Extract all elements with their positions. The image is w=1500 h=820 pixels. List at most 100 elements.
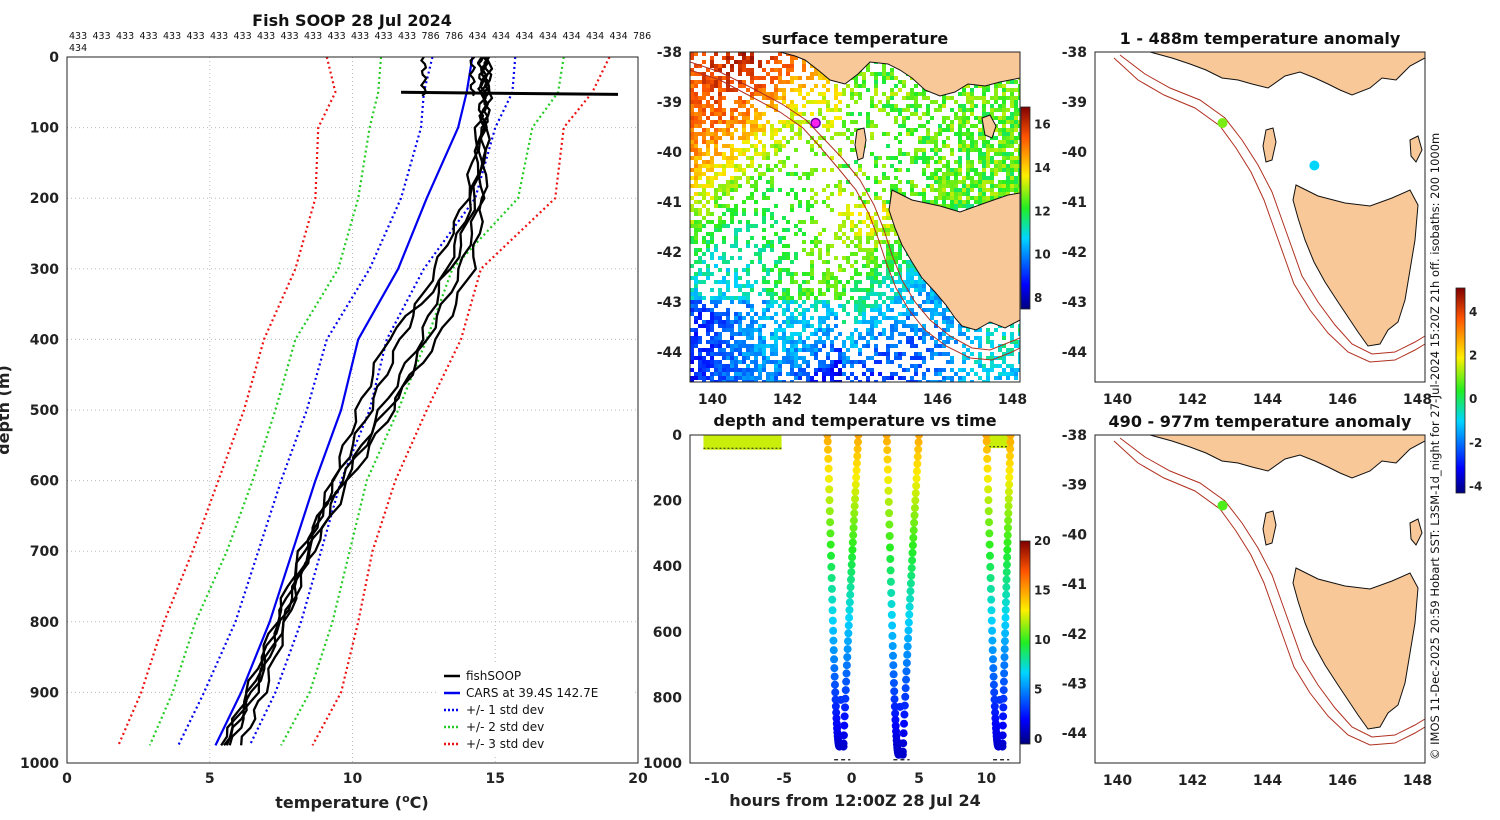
sst-pixel [754, 244, 758, 248]
sst-pixel [722, 240, 726, 244]
sst-pixel [946, 184, 950, 188]
sst-pixel [782, 92, 786, 96]
sst-pixel [698, 336, 702, 340]
dive-1-point [903, 650, 912, 659]
sst-pixel [718, 196, 722, 200]
sst-pixel [898, 276, 902, 280]
sst-pixel [782, 64, 786, 68]
sst-pixel [690, 80, 694, 84]
sst-pixel [894, 156, 898, 160]
sst-pixel [822, 328, 826, 332]
sst-pixel [774, 380, 778, 382]
sst-pixel [718, 96, 722, 100]
sst-pixel [706, 152, 710, 156]
sst-pixel [726, 76, 730, 80]
sst-pixel [1018, 96, 1020, 100]
sst-pixel [766, 188, 770, 192]
sst-pixel [1018, 92, 1020, 96]
sst-pixel [966, 356, 970, 360]
sst-pixel [718, 64, 722, 68]
sst-pixel [774, 76, 778, 80]
sst-pixel [754, 224, 758, 228]
sst-pixel [958, 188, 962, 192]
dive-1-point [904, 618, 913, 627]
sst-pixel [738, 168, 742, 172]
sst-pixel [962, 332, 966, 336]
sst-pixel [958, 180, 962, 184]
sst-pixel [838, 268, 842, 272]
sst-pixel [1006, 132, 1010, 136]
time-xtick-0: -10 [704, 771, 730, 787]
sst-pixel [946, 136, 950, 140]
sst-pixel [790, 356, 794, 360]
sst-pixel [878, 100, 882, 104]
sst-pixel [970, 136, 974, 140]
sst-pixel [770, 136, 774, 140]
sst-pixel [726, 364, 730, 368]
sst-pixel [762, 128, 766, 132]
sst-pixel [734, 156, 738, 160]
sst-pixel [814, 328, 818, 332]
sst-pixel [750, 160, 754, 164]
sst-pixel [1002, 360, 1006, 364]
sst-pixel [1002, 184, 1006, 188]
sst-pixel [1002, 84, 1006, 88]
sst-pixel [894, 168, 898, 172]
sst-pixel [706, 116, 710, 120]
sst-pixel [710, 180, 714, 184]
sst-pixel [994, 108, 998, 112]
sst-pixel [782, 360, 786, 364]
sst-pixel [750, 304, 754, 308]
sst-pixel [694, 152, 698, 156]
sst-pixel [914, 344, 918, 348]
sst-pixel [794, 376, 798, 380]
sst-pixel [942, 200, 946, 204]
sst-pixel [866, 368, 870, 372]
sst-pixel [750, 368, 754, 372]
sst-pixel [906, 284, 910, 288]
sst-pixel [706, 328, 710, 332]
sst-pixel [830, 284, 834, 288]
sst-pixel [826, 276, 830, 280]
dive-2-point [1002, 590, 1011, 599]
sst-pixel [854, 80, 858, 84]
sst-pixel [898, 296, 902, 300]
sst-pixel [694, 288, 698, 292]
dive-0-point [845, 605, 854, 614]
sst-pixel [762, 356, 766, 360]
sst-pixel [742, 116, 746, 120]
sst-pixel [698, 132, 702, 136]
sst-pixel [838, 332, 842, 336]
sst-pixel [734, 376, 738, 380]
sst-pixel [794, 112, 798, 116]
sst-pixel [746, 304, 750, 308]
sst-pixel [966, 100, 970, 104]
sst-pixel [966, 164, 970, 168]
sst-pixel [726, 224, 730, 228]
sst-pixel [754, 376, 758, 380]
sst-pixel [978, 192, 982, 196]
sst-pixel [694, 156, 698, 160]
sst-pixel [710, 156, 714, 160]
sst-pixel [714, 136, 718, 140]
sst-pixel [926, 96, 930, 100]
sst-pixel [982, 136, 986, 140]
sst-pixel [966, 132, 970, 136]
dive-2-point [1003, 538, 1012, 547]
sst-pixel [782, 296, 786, 300]
sst-pixel [954, 340, 958, 344]
dive-2-point [1006, 435, 1015, 439]
sst-pixel [770, 216, 774, 220]
sst-pixel [762, 172, 766, 176]
sst-pixel [782, 124, 786, 128]
sst-pixel [898, 356, 902, 360]
sst-pixel [938, 188, 942, 192]
sst-pixel [982, 380, 986, 382]
sst-pixel [1018, 340, 1020, 344]
sst-pixel [1002, 352, 1006, 356]
sst-pixel [706, 184, 710, 188]
sst-pixel [838, 360, 842, 364]
sst-pixel [798, 292, 802, 296]
sst-pixel [870, 304, 874, 308]
sst-pixel [986, 180, 990, 184]
